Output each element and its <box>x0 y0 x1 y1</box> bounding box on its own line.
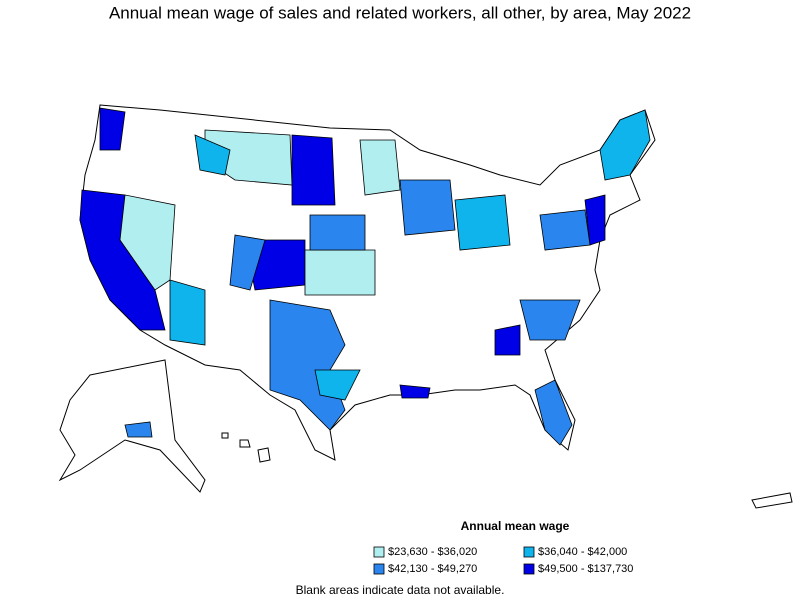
note: Blank areas indicate data not available. <box>296 583 505 597</box>
legend-title: Annual mean wage <box>461 519 570 533</box>
region <box>539 209 591 251</box>
region <box>269 299 346 431</box>
legend-swatch <box>523 563 535 575</box>
region <box>454 194 511 251</box>
region <box>399 384 431 399</box>
region <box>124 421 153 438</box>
legend-swatch <box>373 563 385 575</box>
region <box>534 379 573 446</box>
legend-label: $49,500 - $137,730 <box>538 563 633 575</box>
region <box>314 369 361 401</box>
region <box>169 279 206 346</box>
region <box>309 214 366 251</box>
region <box>304 249 376 296</box>
region <box>99 107 126 151</box>
legend-label: $36,040 - $42,000 <box>538 546 627 558</box>
us-map <box>58 104 793 509</box>
legend: Annual mean wage $23,630 - $36,020 $36,04… <box>373 519 633 575</box>
region <box>359 139 401 196</box>
legend-label: $23,630 - $36,020 <box>388 546 477 558</box>
region <box>229 234 266 291</box>
hawaii <box>221 432 271 463</box>
legend-label: $42,130 - $49,270 <box>388 563 477 575</box>
legend-swatch <box>523 546 535 558</box>
region <box>599 109 651 181</box>
region <box>119 194 176 291</box>
legend-swatch <box>373 546 385 558</box>
region <box>291 134 336 206</box>
region <box>584 194 606 246</box>
legend-items: $23,630 - $36,020 $36,040 - $42,000 $42,13… <box>373 546 633 575</box>
region <box>194 134 231 176</box>
region <box>399 179 456 236</box>
region <box>494 324 521 356</box>
map-title: Annual mean wage of sales and related wo… <box>109 3 691 22</box>
puerto-rico <box>751 492 793 509</box>
region <box>519 299 581 341</box>
